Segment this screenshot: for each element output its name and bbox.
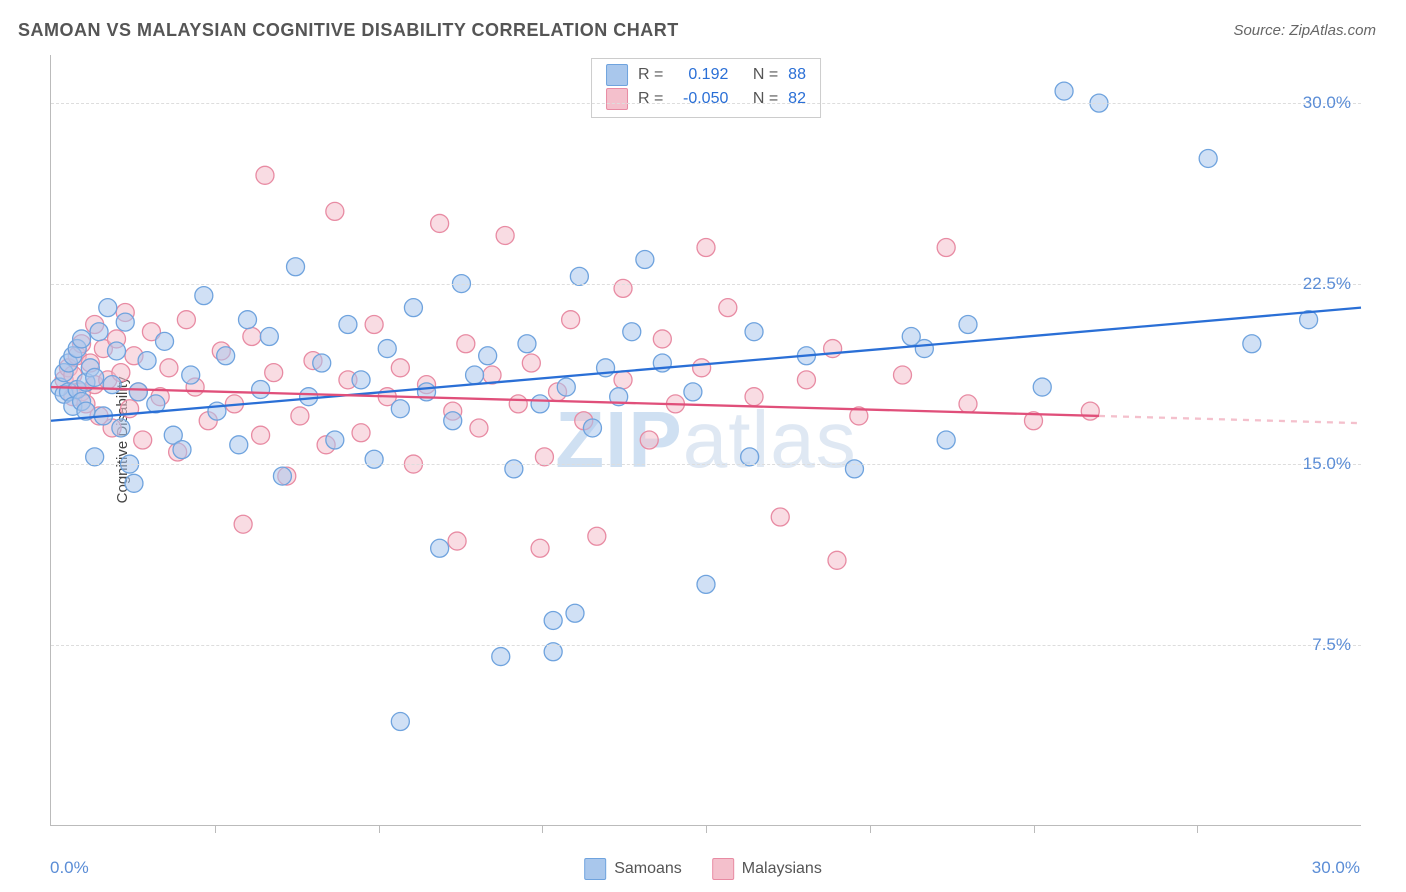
y-tick-label: 7.5% xyxy=(1312,635,1351,655)
x-axis-min-label: 0.0% xyxy=(50,858,89,878)
plot-area: Cognitive Disability ZIPatlas R = 0.192 … xyxy=(50,55,1361,826)
legend-label-malaysians: Malaysians xyxy=(742,860,822,878)
y-tick-label: 30.0% xyxy=(1303,93,1351,113)
swatch-malaysians xyxy=(712,858,734,880)
swatch-samoans xyxy=(584,858,606,880)
x-axis-max-label: 30.0% xyxy=(1312,858,1360,878)
legend-item-samoans: Samoans xyxy=(584,858,682,880)
source-attribution: Source: ZipAtlas.com xyxy=(1233,22,1376,39)
chart-svg xyxy=(51,55,1361,825)
legend-label-samoans: Samoans xyxy=(614,860,682,878)
chart-title: SAMOAN VS MALAYSIAN COGNITIVE DISABILITY… xyxy=(18,20,679,41)
series-legend: Samoans Malaysians xyxy=(584,858,822,880)
y-tick-label: 15.0% xyxy=(1303,454,1351,474)
y-tick-label: 22.5% xyxy=(1303,274,1351,294)
legend-item-malaysians: Malaysians xyxy=(712,858,822,880)
